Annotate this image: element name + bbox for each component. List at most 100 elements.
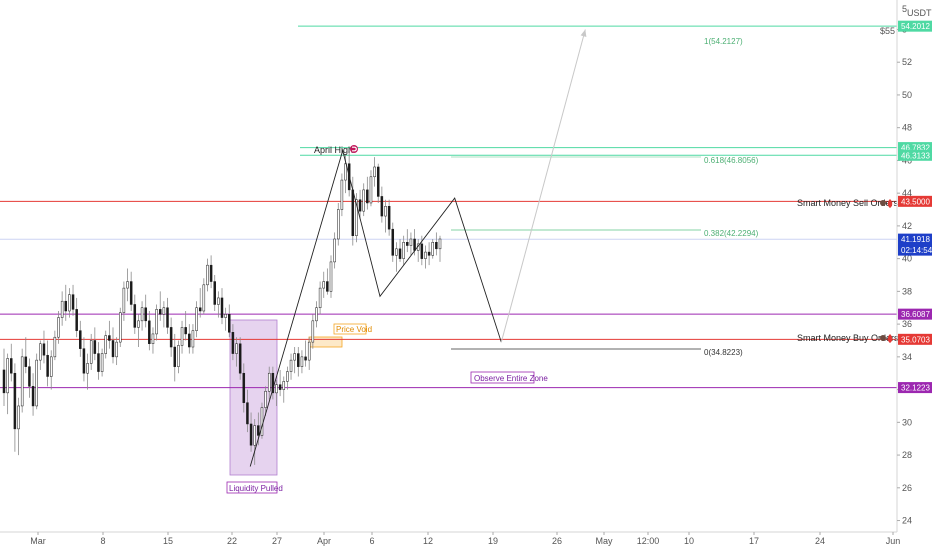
candle-body (238, 343, 242, 374)
april-high-level-tag-label: 46.7832 (901, 144, 930, 153)
candle-body (20, 356, 24, 407)
candle-body (217, 297, 220, 305)
projection-arrow (500, 29, 586, 343)
candle-body (97, 353, 100, 372)
candle-body (35, 359, 38, 407)
y-tick-label: 38 (902, 286, 912, 296)
x-tick-label: 17 (749, 536, 759, 546)
liquidity-tag (226, 481, 278, 494)
sell-orders-label: Smart Money Sell Orders (797, 198, 899, 208)
candle-body (191, 330, 195, 348)
candle-body (24, 356, 28, 367)
current-price-level-tag-label: 41.1918 (901, 235, 930, 244)
x-tick-label: May (595, 536, 613, 546)
y-tick-label: 42 (902, 221, 912, 231)
candle-body (2, 369, 6, 394)
time-axis: Mar 8 15 22 27 Apr 6 12 19 26 May 12:00 10 17 24 Jun (0, 531, 900, 546)
candle-body (126, 281, 129, 289)
candle-body (355, 199, 358, 236)
candle-body (60, 300, 64, 318)
current-price-level-tag-sublabel: 02:14:54 (901, 246, 932, 255)
candle-body (13, 372, 17, 430)
candle-body (322, 281, 325, 289)
candle-body (202, 284, 206, 312)
price-void-label: Price Void (336, 325, 372, 334)
y-tick-label: 48 (902, 123, 912, 133)
price-axis: 24262830323436384042444648505255 USDT $5… (880, 0, 932, 532)
candle-body (79, 330, 82, 349)
candle-body (257, 425, 260, 436)
upper-range-level-tag-label: 36.6087 (901, 310, 930, 319)
candle-body (228, 314, 231, 333)
candle-body (344, 163, 347, 181)
candle-body (64, 300, 68, 312)
observe-zone-tag (470, 371, 535, 384)
candle-body (169, 327, 173, 348)
candle-body (246, 402, 249, 425)
candle-body (28, 366, 31, 387)
x-tick-label: Apr (317, 536, 331, 546)
candle-body (115, 341, 118, 358)
y-tick-label: 44 (902, 188, 912, 198)
target-level-tag-label: 54.2012 (901, 22, 930, 31)
buy-orders-level-tag-label: 35.0703 (901, 335, 930, 344)
candle-body (431, 242, 434, 256)
x-tick-label: 12:00 (637, 536, 660, 546)
candle-body (391, 228, 395, 256)
candle-body (337, 209, 340, 240)
candle-body (304, 356, 307, 361)
candle-body (435, 242, 438, 250)
projection-arrowhead (580, 29, 587, 37)
candle-body (402, 242, 405, 259)
candle-body (398, 248, 402, 259)
candle-body (133, 304, 137, 328)
current-price-level-tag (898, 233, 932, 256)
candle-body (293, 353, 296, 361)
y-tick-label: 34 (902, 352, 912, 362)
candle-body (278, 384, 282, 390)
fib-1-label: 1(54.2127) (704, 37, 743, 46)
y-tick-label: 26 (902, 483, 912, 493)
y-tick-label: 36 (902, 319, 912, 329)
candle-body (380, 196, 384, 217)
candle-body (351, 189, 355, 236)
candle-body (358, 199, 362, 212)
candle-body (162, 307, 166, 315)
candle-body (206, 264, 209, 286)
fib-618-level-tag (898, 149, 932, 161)
candle-body (333, 238, 336, 263)
y-tick-label: 40 (902, 254, 912, 264)
candle-body (406, 242, 409, 246)
sell-orders-level-tag-label: 43.5000 (901, 197, 930, 206)
candle-body (282, 381, 286, 390)
candle-body (235, 343, 238, 354)
x-tick-label: 26 (552, 536, 562, 546)
candle-body (220, 297, 224, 318)
candle-body (39, 343, 42, 361)
candle-body (267, 372, 271, 392)
candle-body (369, 176, 373, 204)
y-tick-label: 30 (902, 417, 912, 427)
top-price-label: $55 (880, 26, 895, 36)
candle-body (111, 340, 115, 358)
drawings (249, 29, 587, 467)
candle-body (384, 206, 387, 217)
candle-body (144, 307, 147, 322)
candle-body (318, 287, 322, 308)
fib-618-level-tag-label: 46.3133 (901, 151, 930, 160)
buy-orders-icons (880, 334, 893, 343)
annotations: April High Smart Money Sell Orders Smart… (226, 37, 899, 494)
candle-body (17, 405, 20, 430)
candle-body (224, 314, 227, 318)
candle-body (31, 386, 35, 407)
candle-body (177, 345, 180, 367)
candle-body (326, 281, 329, 292)
candle-body (42, 343, 46, 356)
candle-body (151, 333, 155, 345)
candle-body (249, 423, 253, 446)
candle-body (420, 243, 424, 259)
candle-body (253, 425, 256, 446)
candle-body (93, 340, 97, 354)
candle-body (275, 384, 278, 394)
